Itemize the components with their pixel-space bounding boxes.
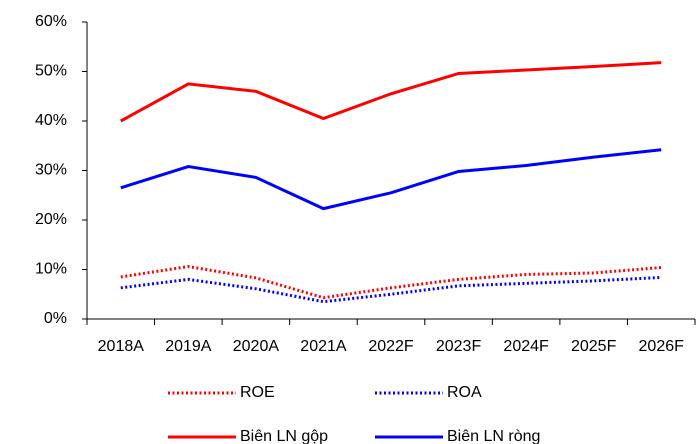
- legend-label: Biên LN ròng: [447, 428, 540, 444]
- legend-label: ROE: [240, 384, 275, 401]
- x-tick-label: 2022F: [368, 338, 414, 355]
- y-tick-label: 20%: [35, 211, 67, 228]
- y-tick-label: 30%: [35, 162, 67, 179]
- x-tick-label: 2024F: [503, 338, 549, 355]
- y-tick-label: 60%: [35, 13, 67, 30]
- legend-label: ROA: [447, 384, 482, 401]
- series-line: [120, 275, 662, 304]
- x-tick-label: 2026F: [639, 338, 685, 355]
- y-tick-label: 40%: [35, 112, 67, 129]
- y-tick-label: 50%: [35, 63, 67, 80]
- x-tick-label: 2025F: [571, 338, 617, 355]
- x-tick-label: 2023F: [436, 338, 482, 355]
- y-tick-label: 10%: [35, 261, 67, 278]
- y-tick-label: 0%: [44, 310, 67, 327]
- legend-label: Biên LN gộp: [240, 428, 328, 444]
- x-tick-label: 2018A: [98, 338, 145, 355]
- x-tick-label: 2021A: [300, 338, 347, 355]
- series-line: [120, 61, 662, 123]
- x-tick-label: 2019A: [165, 338, 212, 355]
- series-line: [120, 148, 662, 211]
- series-line: [120, 265, 662, 300]
- x-tick-label: 2020A: [233, 338, 280, 355]
